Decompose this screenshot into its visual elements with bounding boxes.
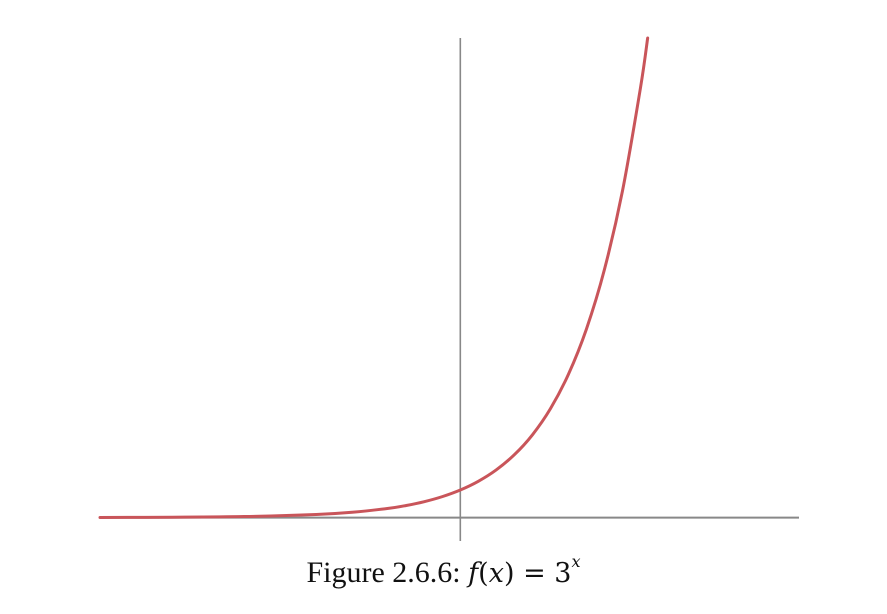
function-plot [98,36,799,541]
exponential-curve [98,36,650,519]
formula-base: 3 [554,558,572,589]
formula-equals: = [514,558,555,589]
figure-caption: Figure 2.6.6: f(x) = 3x [0,552,887,590]
formula-function-name: f [468,558,479,589]
figure-label: Figure 2.6.6: [306,556,461,589]
formula-exponent: x [571,552,581,571]
formula-variable: x [488,558,504,589]
formula-open-paren: ( [478,558,489,589]
formula-close-paren: ) [503,558,515,589]
